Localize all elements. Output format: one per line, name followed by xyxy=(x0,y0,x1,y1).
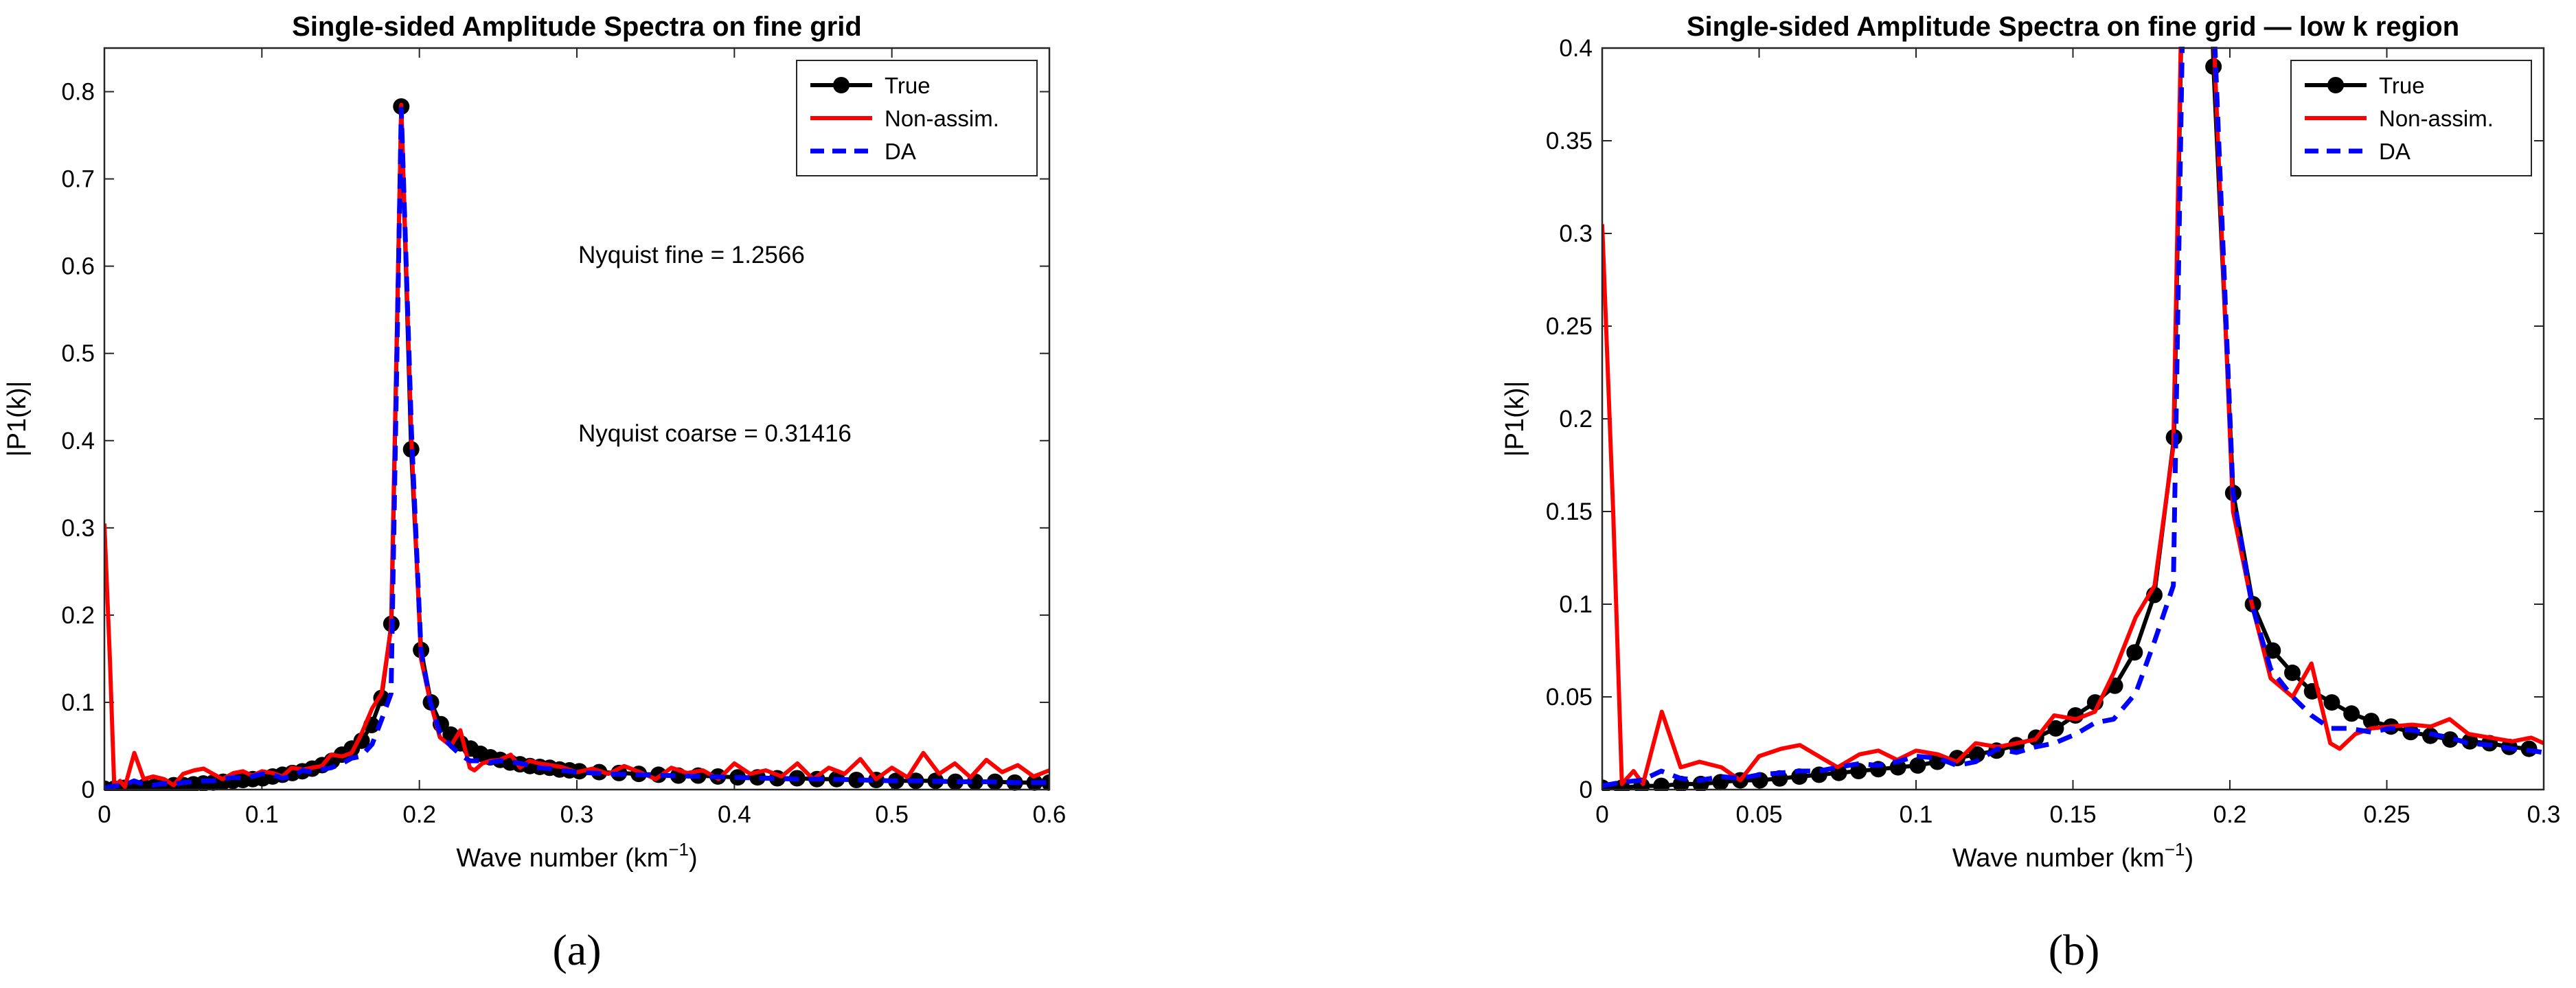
series-point-true xyxy=(1968,746,1985,763)
series-point-true xyxy=(2343,705,2360,722)
y-axis-label: |P1(k)| xyxy=(1501,381,1529,457)
y-tick-label: 0.2 xyxy=(61,602,95,629)
x-axis-label-text: Wave number (km xyxy=(1952,844,2165,873)
legend-marker-true xyxy=(2327,77,2344,93)
y-tick-label: 0.8 xyxy=(61,79,95,106)
y-tick-label: 0.35 xyxy=(1546,128,1593,154)
annotation-text: Nyquist coarse = 0.31416 xyxy=(578,420,852,447)
chart-title: Single-sided Amplitude Spectra on fine g… xyxy=(292,12,862,42)
x-tick-label: 0.2 xyxy=(2213,801,2247,828)
series-group xyxy=(1602,47,2544,791)
y-tick-label: 0.1 xyxy=(1559,591,1593,618)
x-tick-label: 0.1 xyxy=(1900,801,1933,828)
chart-panel-b: 0 0.05 0.1 0.15 0.2 0.25 0.3 0 0.05 0.1 0.15 0.2 0.2… xyxy=(1501,12,2561,974)
x-tick-label: 0.25 xyxy=(2363,801,2410,828)
panel-label: (b) xyxy=(2049,926,2100,974)
y-tick-label: 0.4 xyxy=(1559,35,1593,62)
x-axis-label-text: Wave number (km xyxy=(456,844,668,873)
axes-frame xyxy=(1601,47,2545,791)
x-tick-label: 0.5 xyxy=(875,801,909,828)
series-point-true xyxy=(1653,777,1670,791)
x-tick-label: 0.2 xyxy=(402,801,436,828)
x-tick-label: 0 xyxy=(98,801,111,828)
series-point-true xyxy=(2441,731,2459,748)
series-line-da xyxy=(1602,47,2544,789)
x-tick-label: 0.3 xyxy=(2527,801,2561,828)
series-point-true xyxy=(947,773,964,790)
series-line-non-assim xyxy=(1602,47,2544,786)
annotation-text: Nyquist fine = 1.2566 xyxy=(578,242,805,268)
legend-label-da: DA xyxy=(2379,139,2410,164)
x-tick-label: 0.3 xyxy=(560,801,594,828)
series-point-true xyxy=(1909,757,1926,774)
y-tick-label: 0 xyxy=(1580,777,1593,803)
x-axis-label-sup: −1 xyxy=(668,839,689,860)
y-tick-label: 0.1 xyxy=(61,689,95,716)
legend-marker-true xyxy=(833,77,850,93)
series-point-true xyxy=(2047,720,2064,737)
y-tick-label: 0.6 xyxy=(61,253,95,280)
y-tick-label: 0.3 xyxy=(1559,220,1593,247)
series-line-non-assim xyxy=(104,102,1049,790)
legend-label-true: True xyxy=(2379,73,2425,98)
x-axis-label: Wave number (km−1) xyxy=(1952,839,2193,873)
x-tick-label: 0.15 xyxy=(2049,801,2096,828)
panel-label: (a) xyxy=(552,926,601,974)
legend: True Non-assim. DA xyxy=(2290,60,2532,176)
x-axis-label-close: ) xyxy=(2185,844,2194,873)
chart-title: Single-sided Amplitude Spectra on fine g… xyxy=(1687,12,2459,42)
y-tick-label: 0.15 xyxy=(1546,498,1593,525)
legend-label-non-assim: Non-assim. xyxy=(2379,106,2494,131)
legend: True Non-assim. DA xyxy=(796,60,1038,176)
series-point-true xyxy=(2323,694,2340,711)
series-point-true xyxy=(848,772,865,789)
y-tick-label: 0.5 xyxy=(61,341,95,367)
series-point-true xyxy=(2264,642,2281,659)
y-tick-label: 0.4 xyxy=(61,428,95,455)
y-tick-label: 0 xyxy=(82,777,95,803)
x-axis-label-close: ) xyxy=(689,844,698,873)
axes-frame xyxy=(103,47,1051,791)
x-tick-label: 0.1 xyxy=(245,801,279,828)
legend-label-true: True xyxy=(885,73,931,98)
y-tick-label: 0.2 xyxy=(1559,406,1593,433)
chart-panel-a: 0 0.1 0.2 0.3 0.4 0.5 0.6 0 0.1 0.2 0.3 0.4 0.5 0.6 0.… xyxy=(3,12,1066,974)
y-tick-label: 0.3 xyxy=(61,515,95,542)
series-point-true xyxy=(2461,733,2478,750)
y-tick-label: 0.7 xyxy=(61,166,95,193)
x-tick-label: 0 xyxy=(1595,801,1608,828)
legend-label-da: DA xyxy=(885,139,916,164)
x-axis-label: Wave number (km−1) xyxy=(456,839,697,873)
series-line-da xyxy=(104,106,1049,790)
series-point-true xyxy=(2362,713,2380,730)
x-tick-label: 0.6 xyxy=(1033,801,1067,828)
y-tick-label: 0.05 xyxy=(1546,684,1593,711)
x-tick-label: 0.4 xyxy=(718,801,751,828)
x-axis-label-sup: −1 xyxy=(2165,839,2185,860)
x-tick-label: 0.05 xyxy=(1735,801,1782,828)
series-group xyxy=(104,98,1049,791)
y-axis-label: |P1(k)| xyxy=(3,381,32,457)
y-tick-label: 0.25 xyxy=(1546,313,1593,340)
series-point-true xyxy=(2283,664,2301,681)
legend-label-non-assim: Non-assim. xyxy=(885,106,999,131)
series-point-true xyxy=(2126,644,2143,661)
